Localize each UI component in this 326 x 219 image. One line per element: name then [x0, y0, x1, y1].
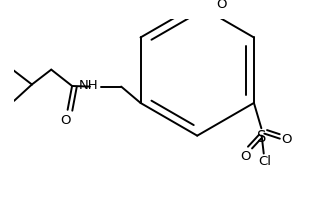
Text: NH: NH [79, 79, 99, 92]
Text: O: O [216, 0, 227, 11]
Text: O: O [281, 133, 292, 146]
Text: O: O [60, 114, 70, 127]
Text: S: S [257, 130, 266, 145]
Text: O: O [240, 150, 251, 163]
Text: Cl: Cl [258, 155, 271, 168]
